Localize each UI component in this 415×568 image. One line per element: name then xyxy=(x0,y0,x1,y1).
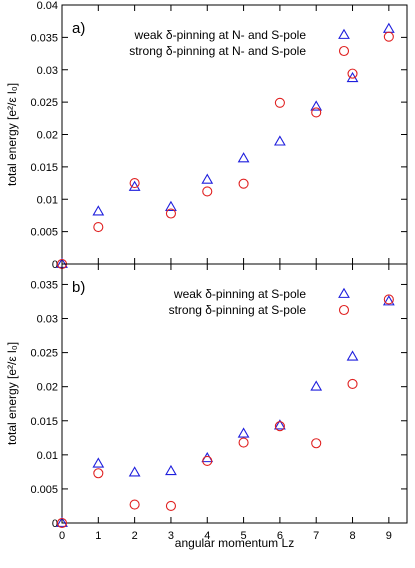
panel-label: a) xyxy=(72,20,85,37)
y-tick-label: 0.01 xyxy=(37,450,58,462)
y-tick-label: 0.005 xyxy=(30,227,58,239)
x-tick-label: 7 xyxy=(313,530,319,542)
data-point-circle xyxy=(274,97,285,108)
data-point-circle xyxy=(56,517,68,529)
data-point-triangle xyxy=(165,200,177,211)
y-axis-title: total energy [e²/ε l₀] xyxy=(5,83,19,186)
x-tick-label: 1 xyxy=(95,530,101,542)
data-point-triangle xyxy=(346,350,359,361)
legend-marker-triangle xyxy=(338,28,350,39)
x-tick-label: 0 xyxy=(59,530,65,542)
x-tick-label: 8 xyxy=(349,530,355,542)
data-point-circle xyxy=(238,437,249,448)
data-point-circle xyxy=(383,31,394,42)
data-point-triangle xyxy=(310,380,323,391)
legend-label: weak δ-pinning at N- and S-pole xyxy=(134,28,307,42)
y-tick-label: 0.035 xyxy=(30,279,58,291)
y-tick-label: 0.04 xyxy=(37,0,58,12)
data-point-triangle xyxy=(237,427,250,438)
legend-marker-circle xyxy=(338,304,350,316)
data-point-triangle xyxy=(237,152,250,163)
legend-marker-circle xyxy=(338,45,350,57)
plot-frame xyxy=(61,263,408,524)
panel-a: 0 0.005 0.01 0.015 0.02 0.025 0.03 0.035 0.04 tot… xyxy=(5,0,408,271)
x-axis-title: angular momentum Lz xyxy=(175,536,294,550)
data-point-circle xyxy=(311,107,322,118)
y-tick-label: 0.02 xyxy=(37,382,58,394)
x-tick-label: 6 xyxy=(277,530,283,542)
data-point-circle xyxy=(347,378,358,390)
data-point-circle xyxy=(274,421,285,432)
data-point-circle xyxy=(383,294,394,305)
data-point-triangle xyxy=(56,516,68,527)
x-tick-label: 3 xyxy=(168,530,174,542)
y-tick-label: 0.03 xyxy=(37,65,58,77)
y-tick-label: 0 xyxy=(52,259,58,271)
data-point-triangle xyxy=(310,100,323,111)
y-tick-label: 0.025 xyxy=(30,97,58,109)
data-point-circle xyxy=(165,500,176,512)
data-point-circle xyxy=(129,499,140,510)
x-tick-label: 5 xyxy=(241,530,247,542)
y-axis-title: total energy [e²/ε l₀] xyxy=(5,342,19,445)
data-point-triangle xyxy=(274,419,286,430)
data-point-triangle xyxy=(382,22,395,33)
y-tick-label: 0.015 xyxy=(30,416,58,428)
data-point-triangle xyxy=(128,466,141,477)
legend-label: weak δ-pinning at S-pole xyxy=(173,287,306,301)
y-tick-label: 0.015 xyxy=(30,162,58,174)
legend-marker-triangle xyxy=(338,287,350,298)
panel-label: b) xyxy=(72,279,85,296)
data-point-triangle xyxy=(92,457,105,468)
data-point-circle xyxy=(93,222,104,233)
data-point-circle xyxy=(238,178,249,189)
x-tick-label: 2 xyxy=(132,530,138,542)
legend-label: strong δ-pinning at N- and S-pole xyxy=(129,44,306,58)
x-tick-label: 4 xyxy=(204,530,210,542)
data-point-circle xyxy=(129,178,140,189)
data-point-circle xyxy=(311,438,322,449)
data-point-circle xyxy=(347,68,358,79)
x-tick-label: 9 xyxy=(386,530,392,542)
y-tick-label: 0 xyxy=(52,518,58,530)
data-point-triangle xyxy=(201,173,214,184)
data-point-circle xyxy=(202,455,213,467)
data-point-circle xyxy=(165,208,176,219)
data-point-triangle xyxy=(92,205,105,216)
y-tick-label: 0.025 xyxy=(30,348,58,360)
data-point-circle xyxy=(93,468,104,479)
y-tick-label: 0.03 xyxy=(37,314,58,326)
y-tick-label: 0.01 xyxy=(37,194,58,206)
data-point-triangle xyxy=(128,180,141,191)
data-point-triangle xyxy=(382,295,395,306)
data-point-circle xyxy=(202,186,213,197)
data-point-triangle xyxy=(274,135,286,146)
y-tick-label: 0.02 xyxy=(37,130,58,142)
y-tick-label: 0.005 xyxy=(30,484,58,496)
data-point-triangle xyxy=(165,464,177,476)
legend-label: strong δ-pinning at S-pole xyxy=(169,303,307,317)
y-tick-label: 0.035 xyxy=(30,32,58,44)
panel-b: 0 0.005 0.01 0.015 0.02 0.025 0.03 0.035 0 1 2 3 4 5 6… xyxy=(5,263,408,550)
